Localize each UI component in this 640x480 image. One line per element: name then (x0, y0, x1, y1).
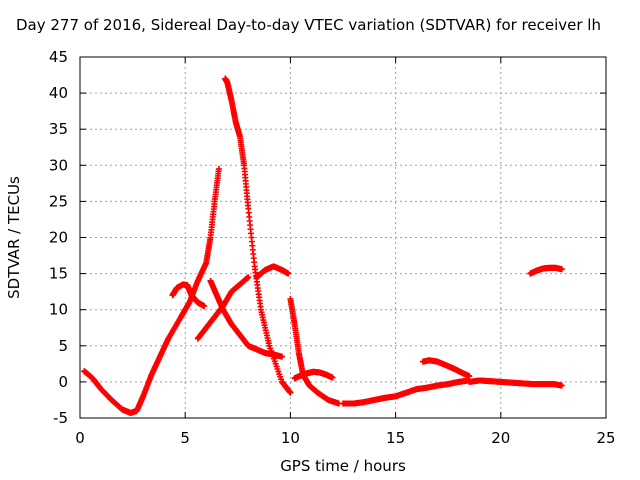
y-tick-label: 20 (49, 229, 68, 247)
x-tick-label: 15 (386, 429, 405, 447)
y-tick-label: 40 (49, 84, 68, 102)
y-tick-label: 15 (49, 265, 68, 283)
series-falloff-f (287, 295, 342, 407)
data-point (558, 266, 565, 273)
x-tick-label: 5 (180, 429, 190, 447)
series-plateau-a (169, 281, 208, 310)
data-point (558, 382, 565, 389)
y-tick-label: 10 (49, 301, 68, 319)
x-tick-label: 0 (75, 429, 85, 447)
data-point (201, 303, 208, 310)
data-point (466, 373, 473, 380)
data-point (287, 389, 294, 396)
y-tick-label: 35 (49, 120, 68, 138)
x-tick-label: 10 (281, 429, 300, 447)
chart-title: Day 277 of 2016, Sidereal Day-to-day VTE… (16, 16, 601, 34)
series-curve-e (253, 263, 292, 281)
series-late-band (527, 264, 565, 277)
series-early-dip (81, 335, 172, 416)
y-tick-label: 5 (58, 337, 68, 355)
series-curve-c (207, 277, 285, 360)
grid-lines (80, 57, 606, 418)
data-point (215, 165, 222, 172)
x-tick-label: 20 (491, 429, 510, 447)
data-marks (81, 75, 565, 416)
series-tail-h (466, 377, 565, 389)
y-tick-label: 30 (49, 156, 68, 174)
x-axis-label: GPS time / hours (280, 457, 406, 475)
series-mid-loop (291, 368, 336, 382)
series-peak-b (222, 75, 294, 396)
axis-ticks: 0 5 10 15 20 25 -5 0 5 10 15 20 25 30 35 40 45 (49, 48, 616, 447)
data-point (285, 270, 292, 277)
data-point (245, 274, 252, 281)
y-tick-label: 25 (49, 192, 68, 210)
y-tick-label: 45 (49, 48, 68, 66)
data-point (278, 353, 285, 360)
y-tick-label: -5 (53, 409, 68, 427)
data-point (329, 374, 336, 381)
y-tick-label: 0 (58, 373, 68, 391)
x-tick-label: 25 (596, 429, 615, 447)
series-curve-d (194, 274, 252, 342)
series-hump-g (419, 357, 473, 380)
y-axis-label: SDTVAR / TECUs (5, 176, 23, 299)
